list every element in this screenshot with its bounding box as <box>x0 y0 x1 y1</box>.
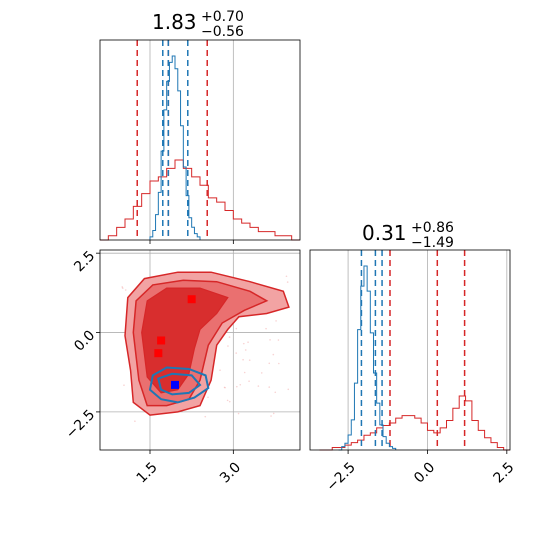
title-param-2: 0.31 +0.86 −1.49 <box>362 220 454 251</box>
panel-frame <box>309 249 511 451</box>
sample-point <box>227 345 229 347</box>
sample-point <box>244 349 247 351</box>
sample-point <box>123 384 125 386</box>
marker-1 <box>157 336 166 345</box>
contour-panel: 1.5 3.0 2.5 0.0 −2.5 <box>63 248 301 486</box>
sample-point <box>235 327 238 330</box>
x-tick-label: −2.5 <box>323 459 358 494</box>
sample-point <box>248 380 250 383</box>
title-1-value: 1.83 <box>152 10 197 34</box>
y-tick-label: 2.5 <box>71 248 98 275</box>
sample-point <box>124 289 127 291</box>
title-param-1: 1.83 +0.70 −0.56 <box>152 9 244 40</box>
sample-point <box>248 359 251 361</box>
sample-point <box>226 399 229 402</box>
sample-point <box>228 400 231 403</box>
sample-point <box>286 281 289 283</box>
histogram-series-0 <box>319 395 510 451</box>
title-1-lower: −0.56 <box>201 24 244 40</box>
sample-point <box>287 388 290 391</box>
x-tick-label: 2.5 <box>491 459 518 486</box>
sample-point <box>207 396 209 399</box>
y-tick-label: −2.5 <box>63 407 98 442</box>
sample-point <box>228 336 231 338</box>
sample-point <box>272 353 275 356</box>
contour-blue-inner <box>157 372 202 396</box>
sample-point <box>268 386 271 388</box>
sample-point <box>278 362 280 365</box>
histogram-series-0 <box>100 159 300 241</box>
sample-point <box>277 339 280 341</box>
sample-point <box>236 385 238 388</box>
sample-point <box>204 415 207 418</box>
sample-point <box>121 287 124 289</box>
histogram-series-1 <box>338 265 397 451</box>
title-1-upper: +0.70 <box>201 9 244 25</box>
histogram-series-1 <box>149 55 201 240</box>
sample-point <box>237 412 240 415</box>
sample-point <box>243 371 246 374</box>
title-2-upper: +0.86 <box>411 220 454 236</box>
sample-point <box>257 385 260 387</box>
sample-point <box>247 341 249 343</box>
sample-point <box>242 342 245 345</box>
title-2-lower: −1.49 <box>411 235 454 251</box>
sample-point <box>242 358 244 361</box>
x-tick-label: 1.5 <box>134 459 161 486</box>
x-tick-label: 3.0 <box>217 459 244 486</box>
sample-point <box>224 386 226 389</box>
sample-point <box>235 352 238 354</box>
histogram-param-1-panel <box>99 39 301 244</box>
marker-0 <box>187 295 196 304</box>
panel-frame <box>99 249 301 451</box>
y-tick-label: 0.0 <box>71 328 98 355</box>
title-2-value: 0.31 <box>362 221 407 245</box>
marker-2 <box>154 349 163 358</box>
contour-red-inner <box>141 287 229 394</box>
sample-point <box>272 412 275 415</box>
sample-point <box>270 415 272 417</box>
sample-point <box>269 339 271 341</box>
sample-point <box>265 327 267 330</box>
sample-point <box>275 320 277 322</box>
sample-point <box>285 275 288 278</box>
sample-point <box>268 362 271 365</box>
x-tick-label: 0.0 <box>411 459 438 486</box>
sample-point <box>134 420 136 422</box>
panel-frame <box>99 39 301 241</box>
contour-blue-outer <box>148 366 210 404</box>
sample-point <box>260 372 263 374</box>
histogram-param-2-panel: −2.5 0.0 2.5 <box>309 249 518 495</box>
sample-point <box>219 369 221 372</box>
sample-point <box>239 383 242 386</box>
marker-3 <box>171 380 179 389</box>
sample-point <box>274 391 277 394</box>
